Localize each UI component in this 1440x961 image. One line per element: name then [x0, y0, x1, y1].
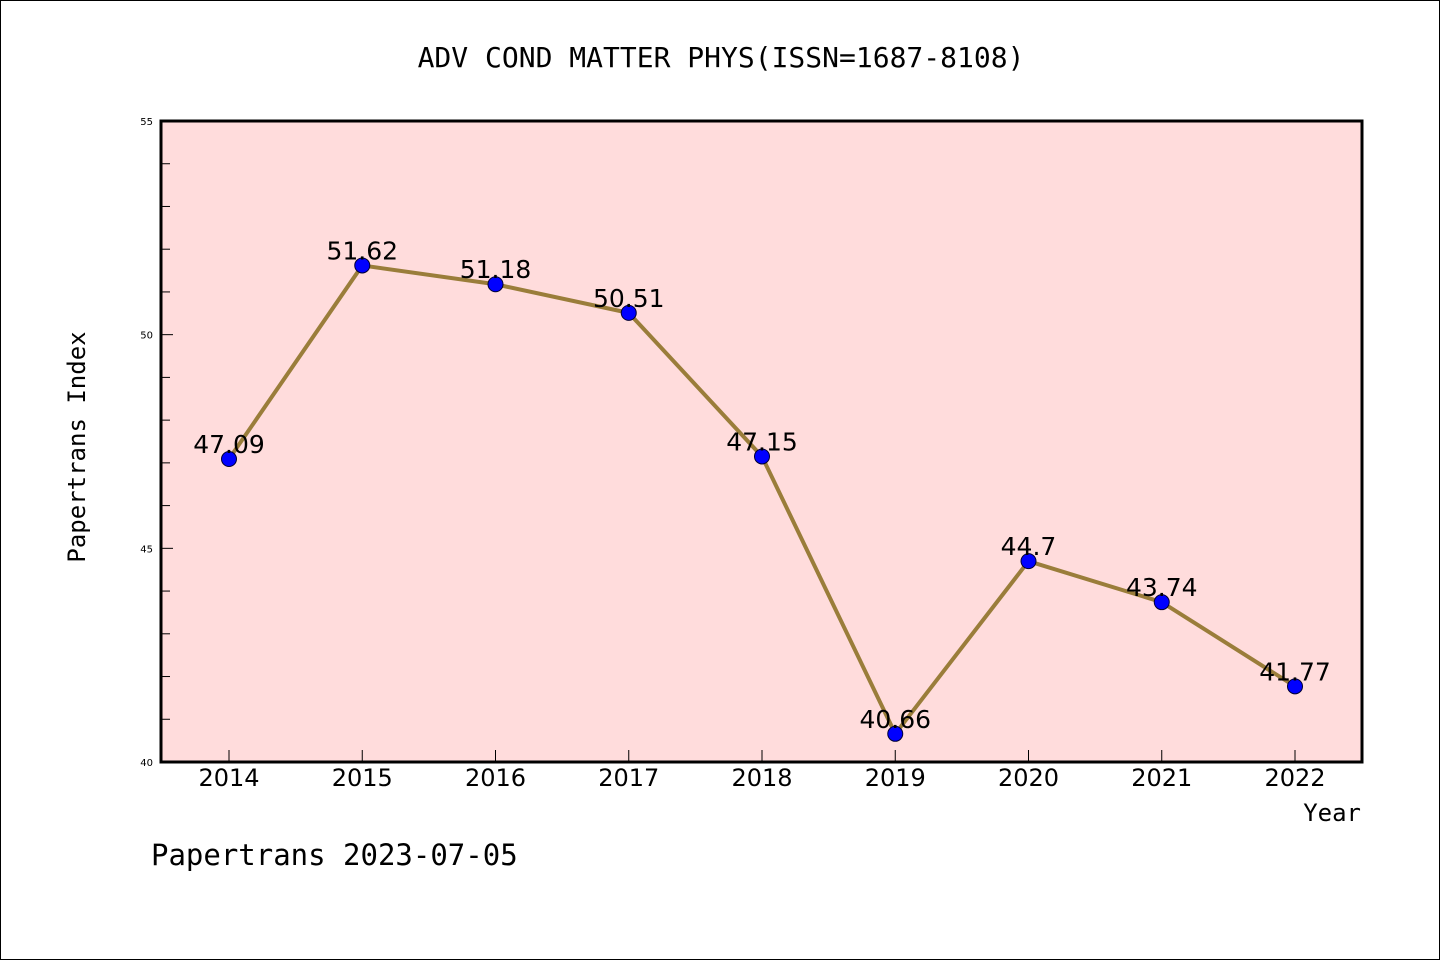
data-markers — [221, 257, 1303, 742]
data-point — [354, 257, 371, 274]
y-axis-label: Papertrans Index — [63, 331, 91, 562]
data-point — [754, 448, 770, 465]
y-tick-label: 40 — [140, 758, 153, 769]
data-label: 51.62 — [326, 236, 398, 265]
data-label: 50.51 — [593, 284, 665, 313]
data-label: 43.74 — [1126, 573, 1198, 602]
y-tick-label: 55 — [140, 117, 153, 128]
x-ticks: 2014 2015 2016 2017 2018 2019 2020 2021 2022 — [198, 750, 1326, 792]
x-tick-label: 2019 — [865, 764, 926, 792]
x-tick-label: 2015 — [332, 764, 393, 792]
data-labels: 47.09 51.62 51.18 50.51 47.15 40.66 44.7 43.74 4… — [193, 236, 1331, 733]
y-tick-label: 45 — [140, 544, 153, 555]
x-tick-label: 2021 — [1131, 764, 1192, 792]
x-axis-label: Year — [1303, 799, 1361, 827]
x-tick-label: 2018 — [731, 764, 792, 792]
data-label: 51.18 — [460, 255, 532, 284]
chart-title: ADV COND MATTER PHYS(ISSN=1687-8108) — [418, 41, 1025, 74]
data-label: 47.09 — [193, 430, 265, 459]
x-tick-label: 2022 — [1264, 764, 1325, 792]
data-label: 47.15 — [726, 427, 798, 456]
data-label: 41.77 — [1259, 657, 1331, 686]
data-point — [221, 451, 237, 468]
data-label: 40.66 — [859, 705, 931, 734]
footer-note: Papertrans 2023-07-05 — [151, 838, 518, 872]
x-tick-label: 2017 — [598, 764, 659, 792]
plot-area — [161, 121, 1362, 762]
data-point — [487, 276, 504, 293]
x-tick-label: 2020 — [998, 764, 1059, 792]
data-point — [1287, 678, 1303, 695]
y-tick-label: 50 — [140, 331, 153, 342]
x-tick-label: 2016 — [465, 764, 526, 792]
data-point — [620, 304, 637, 321]
data-point — [1020, 553, 1037, 570]
plot-frame — [159, 119, 1364, 764]
data-point — [1153, 594, 1170, 611]
x-tick-label: 2014 — [198, 764, 259, 792]
data-point — [887, 725, 904, 742]
data-label: 44.7 — [1001, 532, 1057, 561]
